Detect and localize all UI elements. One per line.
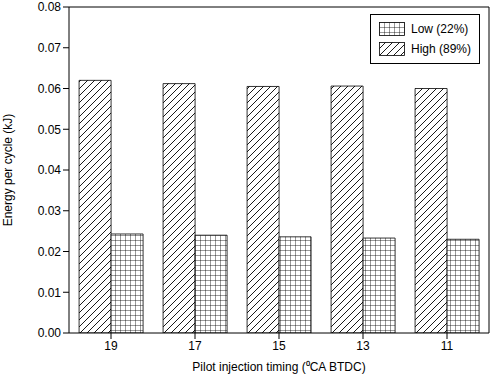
svg-text:0.02: 0.02	[38, 245, 62, 259]
svg-text:0.07: 0.07	[38, 41, 62, 55]
svg-text:11: 11	[441, 339, 454, 353]
svg-text:15: 15	[272, 339, 286, 353]
svg-text:13: 13	[356, 339, 370, 353]
svg-text:0.03: 0.03	[38, 204, 62, 218]
svg-text:17: 17	[188, 339, 202, 353]
svg-text:0.00: 0.00	[38, 326, 62, 340]
svg-text:Pilot injection timing (⁰CA BT: Pilot injection timing (⁰CA BTDC)	[192, 360, 365, 374]
svg-text:0.01: 0.01	[38, 286, 62, 300]
svg-text:0.08: 0.08	[38, 0, 62, 14]
svg-text:19: 19	[104, 339, 118, 353]
svg-text:Energy per cycle (kJ): Energy per cycle (kJ)	[8, 114, 15, 227]
svg-text:0.04: 0.04	[38, 163, 62, 177]
svg-text:0.06: 0.06	[38, 82, 62, 96]
svg-text:0.05: 0.05	[38, 123, 62, 137]
html-text:High (89%): High (89%)	[411, 42, 471, 56]
html-text:Low (22%): Low (22%)	[411, 22, 469, 36]
